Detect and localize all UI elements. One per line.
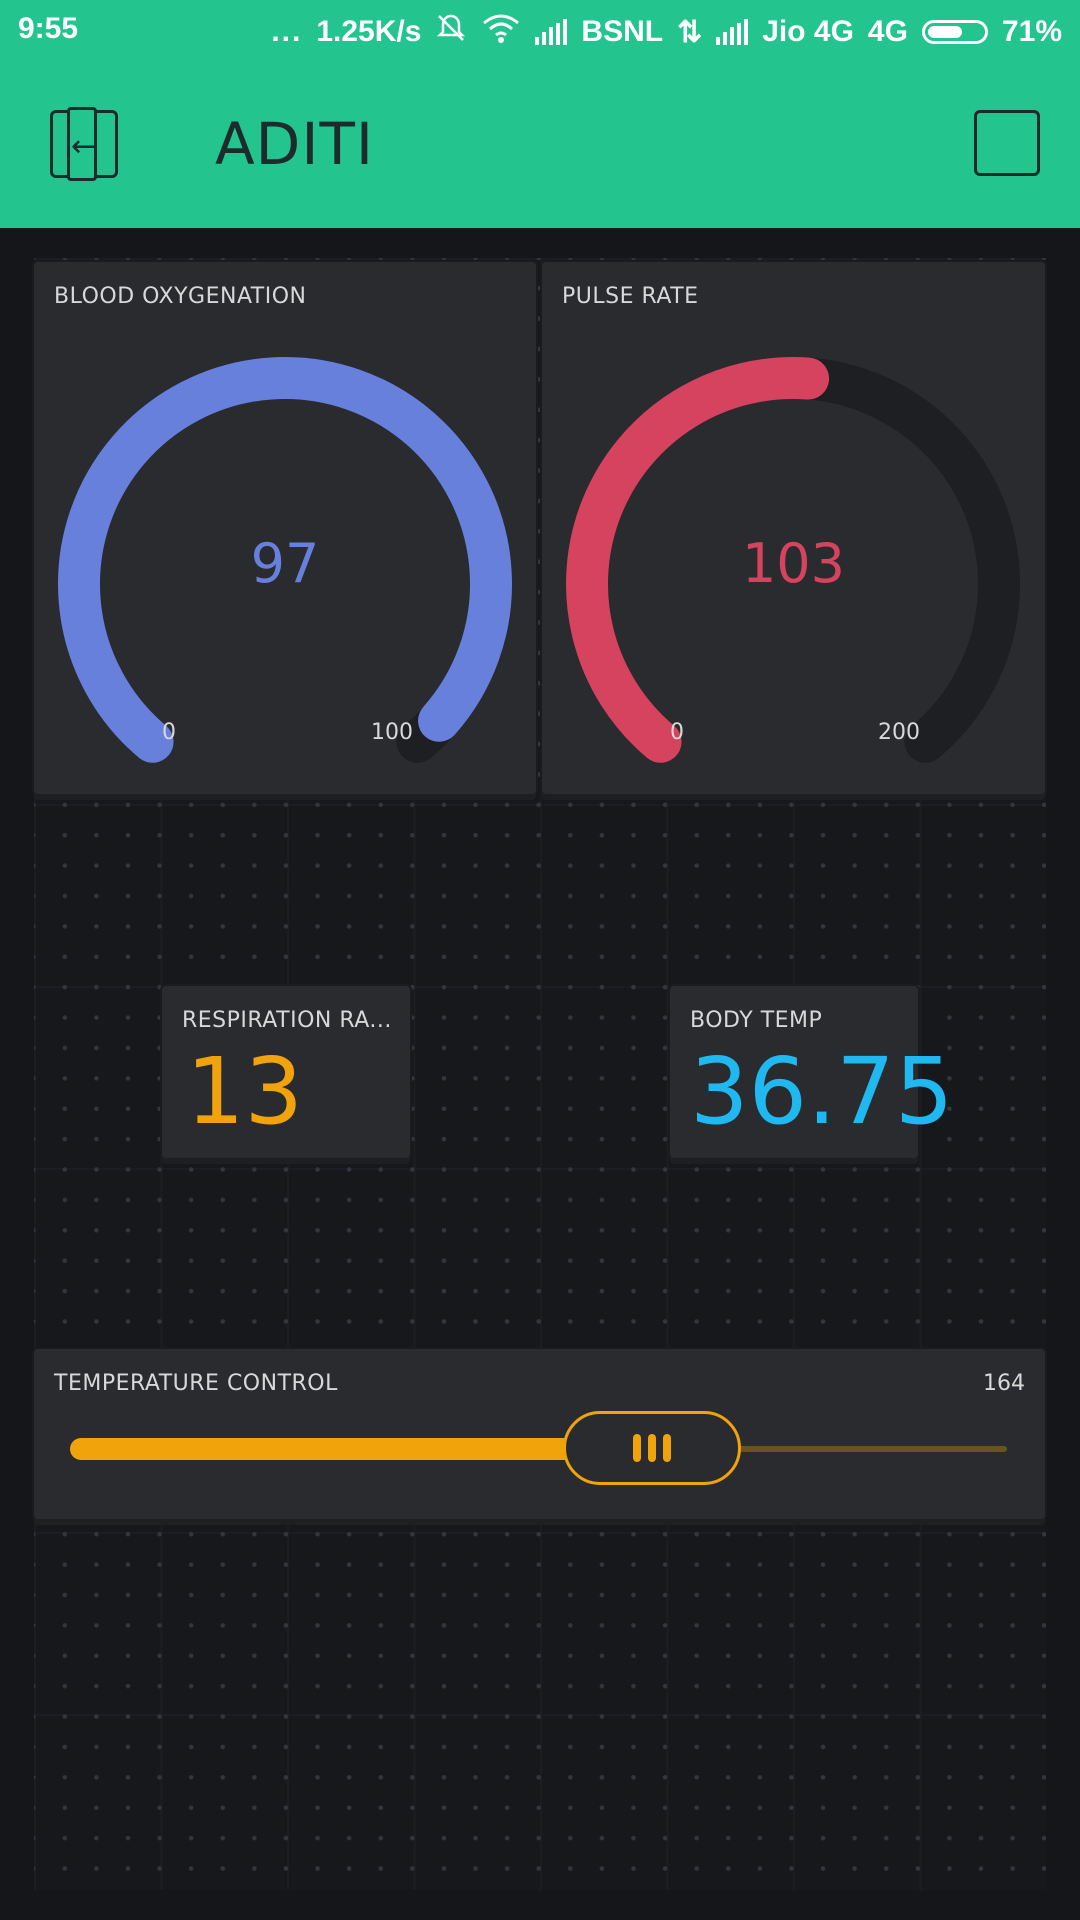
project-title: ADITI [215, 110, 374, 178]
gauge-min: 0 [670, 720, 684, 745]
carrier-1: BSNL [581, 15, 664, 48]
gauge-pulse-rate[interactable]: PULSE RATE 103 0 200 [542, 262, 1045, 794]
network-type: 4G [867, 15, 908, 48]
status-time: 9:55 [18, 12, 79, 45]
value-label: BODY TEMP [690, 1008, 823, 1033]
carrier-2: Jio 4G [762, 15, 854, 48]
value-display-respiration-rate[interactable]: RESPIRATION RA... 13 [162, 986, 410, 1158]
grip-icon [632, 1434, 641, 1462]
square-icon[interactable] [974, 110, 1040, 176]
gauge-max: 200 [878, 720, 920, 745]
slider-value: 164 [983, 1371, 1025, 1396]
mute-bell-icon [435, 12, 467, 52]
arrow-left-icon: ← [71, 129, 97, 164]
slider-temperature-control[interactable]: TEMPERATURE CONTROL 164 [34, 1349, 1045, 1519]
gauge-label: PULSE RATE [562, 284, 699, 309]
data-transfer-icon: ⇅ [677, 15, 703, 49]
gauge-value: 103 [741, 532, 846, 595]
app-header: ← ADITI [0, 60, 1080, 228]
exit-app-icon-door [67, 107, 97, 181]
gauge-value: 97 [250, 532, 320, 595]
more-notifications-icon: ... [271, 15, 303, 48]
status-bar: 9:55 ... 1.25K/s BSNL ⇅ Jio 4G 4G 71% [0, 0, 1080, 60]
gauge-max: 100 [371, 720, 413, 745]
signal-icon-2 [716, 19, 749, 45]
value-display-body-temp[interactable]: BODY TEMP 36.75 [670, 986, 953, 1158]
slider-label: TEMPERATURE CONTROL [54, 1371, 338, 1396]
wifi-icon [481, 12, 521, 52]
network-speed: 1.25K/s [316, 15, 422, 48]
battery-level [927, 26, 963, 38]
gauge-fill [566, 357, 830, 763]
signal-icon [535, 19, 568, 45]
value-number: 36.75 [690, 1038, 954, 1145]
battery-icon [921, 20, 988, 44]
gauge-min: 0 [162, 720, 176, 745]
slider-handle[interactable] [562, 1411, 741, 1485]
gauge-fill [58, 357, 512, 763]
grip-icon [647, 1434, 656, 1462]
slider-fill [70, 1438, 583, 1460]
gauge-blood-oxygenation[interactable]: BLOOD OXYGENATION 97 0 100 [34, 262, 536, 794]
status-icons: ... 1.25K/s BSNL ⇅ Jio 4G 4G 71% [271, 12, 1062, 52]
exit-app-icon[interactable]: ← [50, 107, 118, 181]
value-number: 13 [186, 1038, 304, 1145]
value-label: RESPIRATION RA... [182, 1008, 392, 1033]
gauge-arc [58, 357, 512, 763]
grip-icon [662, 1434, 671, 1462]
gauge-label: BLOOD OXYGENATION [54, 284, 307, 309]
battery-percent: 71% [1001, 15, 1062, 48]
gauge-arc [566, 357, 1020, 763]
